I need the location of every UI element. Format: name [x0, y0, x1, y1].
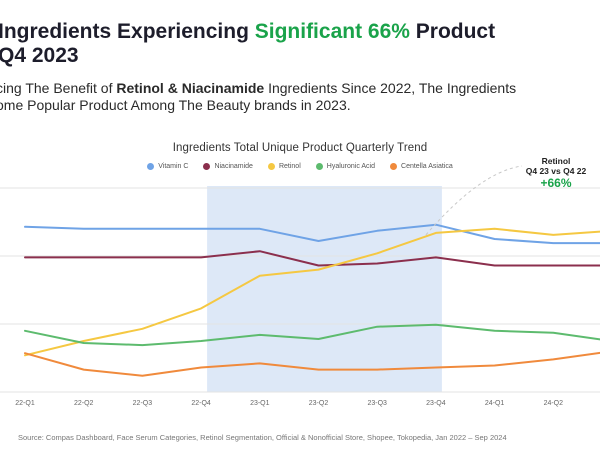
legend-label: Vitamin C	[158, 163, 189, 170]
series-line	[24, 227, 600, 357]
x-tick-label: 23-Q1	[250, 400, 270, 407]
legend-label: Retinol	[278, 163, 301, 170]
legend-item: Vitamin C	[147, 163, 188, 170]
chart-legend: Vitamin C Niacinamide Retinol Hyaluronic Ac…	[0, 163, 600, 170]
title-text-end: Product	[409, 20, 496, 43]
x-tick-label: 23-Q2	[309, 400, 329, 407]
source-note: Source: Compas Dashboard, Face Serum Cat…	[18, 433, 507, 442]
legend-swatch	[267, 163, 275, 170]
series-line	[24, 351, 600, 377]
x-tick-label: 22-Q3	[133, 400, 153, 407]
series-line	[24, 323, 600, 347]
legend-item: Centella Asiatica	[390, 163, 453, 170]
x-tick-label: 23-Q3	[367, 400, 387, 407]
title-accent: Significant 66%	[254, 20, 410, 43]
legend-swatch	[203, 163, 211, 170]
x-tick-label: 24-Q2	[544, 400, 564, 407]
annotation-connector	[425, 165, 523, 236]
annotation-label: Retinol	[541, 156, 571, 166]
chart-title: Ingredients Total Unique Product Quarter…	[172, 142, 428, 154]
highlight-band	[207, 186, 442, 392]
legend-label: Hyaluronic Acid	[326, 163, 376, 170]
x-tick-label: 23-Q4	[426, 400, 446, 407]
legend-label: Niacinamide	[214, 163, 253, 170]
legend-item: Retinol	[267, 163, 301, 170]
annotation-value: +66%	[540, 176, 572, 190]
subtitle-bold: Retinol & Niacinamide	[116, 80, 265, 96]
legend-item: Hyaluronic Acid	[315, 163, 376, 170]
x-tick-label: 24-Q1	[485, 400, 505, 407]
retinol-annotation: Retinol Q4 23 vs Q4 22 +66%	[514, 156, 598, 191]
legend-swatch	[147, 163, 155, 170]
legend-item: Niacinamide	[203, 163, 253, 170]
title-text-start: Ingredients Experiencing	[0, 20, 255, 43]
series-line	[24, 250, 600, 267]
subtitle-part-2: Ingredients Since 2022, The Ingredients	[264, 80, 517, 96]
legend-swatch	[390, 163, 398, 170]
annotation-period: Q4 23 vs Q4 22	[525, 166, 587, 176]
x-tick-label: 22-Q1	[15, 400, 35, 407]
page-title: Ingredients Experiencing Significant 66%…	[0, 20, 600, 68]
subtitle-part-1: cing The Benefit of	[0, 80, 117, 96]
x-tick-label: 22-Q4	[191, 400, 211, 407]
legend-label: Centella Asiatica	[401, 163, 453, 170]
title-line-2: Q4 2023	[0, 44, 79, 67]
series-line	[24, 223, 600, 245]
legend-swatch	[315, 163, 323, 170]
x-tick-label: 22-Q2	[74, 400, 94, 407]
subtitle-line-2: ome Popular Product Among The Beauty bra…	[0, 97, 351, 113]
page-subtitle: cing The Benefit of Retinol & Niacinamid…	[0, 80, 600, 114]
